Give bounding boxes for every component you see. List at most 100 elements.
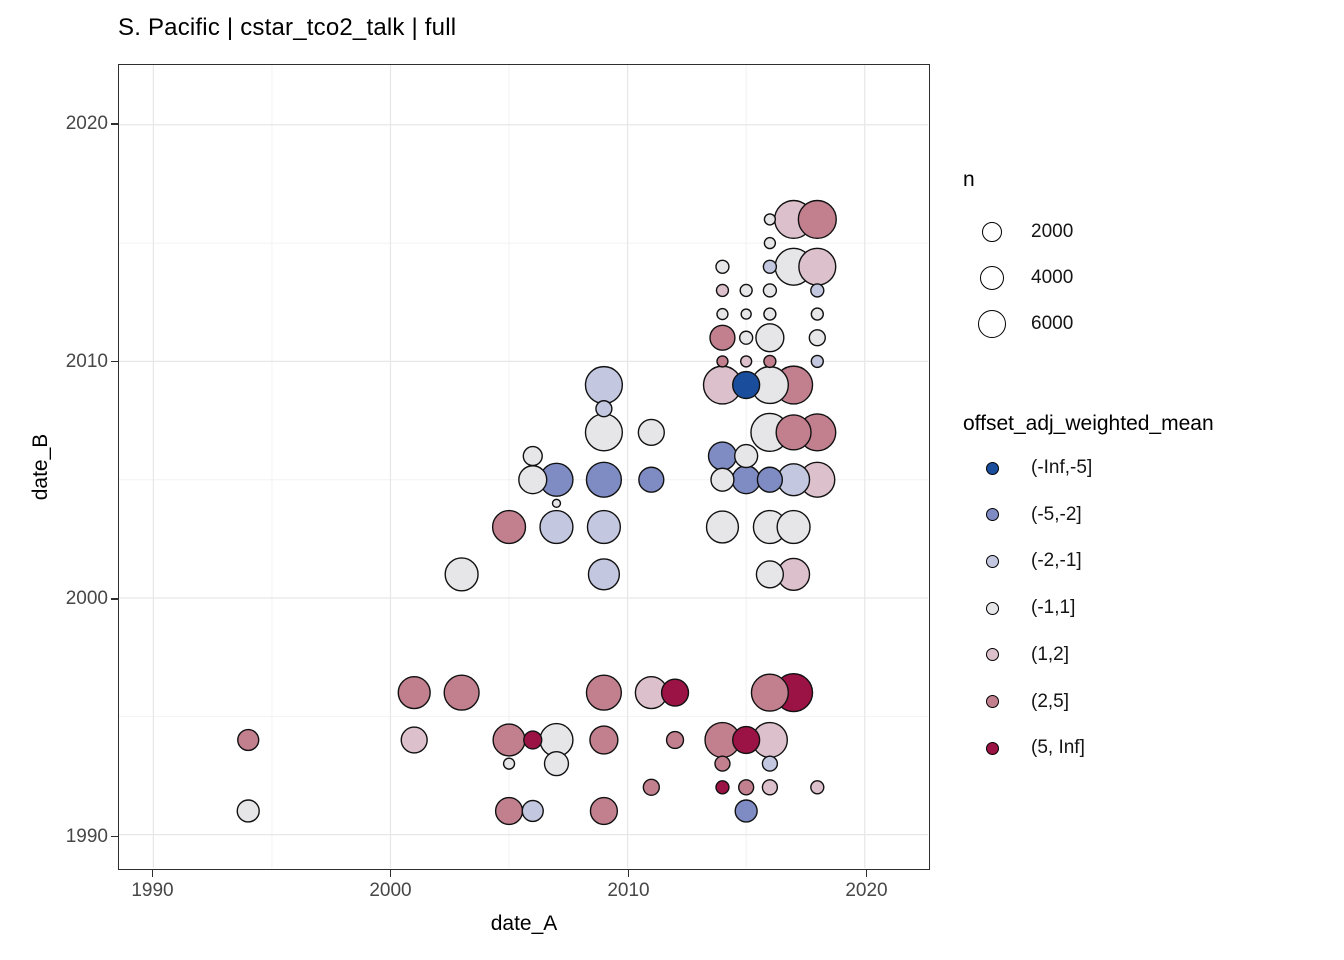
data-point[interactable] (739, 283, 753, 298)
y-tick-mark (111, 360, 118, 363)
data-point[interactable] (798, 247, 837, 286)
data-point[interactable] (551, 498, 562, 509)
data-point[interactable] (761, 755, 779, 772)
data-point[interactable] (755, 560, 785, 589)
data-point[interactable] (776, 509, 811, 545)
data-point[interactable] (734, 799, 758, 823)
data-point[interactable] (797, 199, 837, 240)
plot-panel (118, 64, 930, 870)
data-point[interactable] (522, 445, 543, 467)
data-point[interactable] (715, 780, 730, 795)
data-point[interactable] (763, 307, 777, 321)
data-point[interactable] (761, 779, 779, 796)
data-point[interactable] (589, 725, 619, 755)
data-point[interactable] (715, 259, 730, 274)
color-legend-key (975, 686, 1009, 718)
color-legend-label: (-2,-1] (1031, 550, 1082, 572)
data-point[interactable] (584, 413, 624, 452)
data-point[interactable] (710, 467, 735, 492)
data-point[interactable] (397, 676, 431, 710)
data-point[interactable] (731, 465, 761, 495)
size-legend-key (975, 214, 1009, 250)
data-point[interactable] (236, 799, 260, 823)
data-point[interactable] (443, 674, 480, 711)
data-point[interactable] (714, 755, 731, 772)
data-point[interactable] (739, 355, 753, 368)
data-point[interactable] (732, 370, 761, 400)
color-legend-row: (5, Inf] (975, 732, 1085, 764)
data-point[interactable] (810, 780, 825, 795)
data-point[interactable] (665, 730, 685, 750)
color-legend-key (975, 545, 1009, 577)
data-point[interactable] (523, 730, 543, 750)
data-point[interactable] (732, 725, 761, 755)
data-point[interactable] (709, 324, 736, 351)
data-point[interactable] (810, 283, 825, 298)
data-point[interactable] (543, 750, 570, 777)
color-legend: offset_adj_weighted_mean (963, 412, 1214, 436)
data-point[interactable] (808, 329, 826, 347)
data-point[interactable] (750, 673, 790, 712)
data-point[interactable] (491, 509, 527, 545)
data-point[interactable] (738, 330, 754, 345)
y-tick-label: 1990 (65, 825, 108, 847)
data-point[interactable] (707, 441, 738, 471)
chart-title: S. Pacific | cstar_tco2_talk | full (118, 14, 457, 41)
data-point[interactable] (492, 723, 526, 757)
data-point[interactable] (810, 354, 824, 369)
data-point[interactable] (763, 354, 777, 369)
data-point[interactable] (587, 558, 621, 591)
color-legend-label: (2,5] (1031, 690, 1070, 712)
color-legend-label: (-Inf,-5] (1031, 457, 1093, 478)
data-point[interactable] (734, 443, 759, 469)
data-point[interactable] (585, 461, 623, 498)
size-legend-key (975, 260, 1009, 296)
data-point[interactable] (585, 674, 623, 711)
data-point[interactable] (502, 757, 516, 770)
y-tick-mark (111, 123, 118, 125)
x-tick-label: 2020 (845, 880, 888, 901)
x-tick-mark (865, 870, 868, 877)
data-point[interactable] (756, 466, 784, 493)
data-point[interactable] (705, 510, 740, 544)
data-point[interactable] (584, 365, 624, 405)
x-tick-label: 2000 (369, 880, 412, 901)
data-point[interactable] (444, 557, 479, 592)
data-point[interactable] (595, 400, 613, 418)
data-point[interactable] (589, 796, 619, 826)
data-point[interactable] (763, 213, 777, 226)
color-legend-label: (1,2] (1031, 643, 1070, 665)
data-point[interactable] (638, 466, 665, 493)
x-tick-mark (389, 870, 392, 877)
data-point[interactable] (642, 778, 660, 796)
data-point[interactable] (521, 799, 544, 823)
data-point[interactable] (237, 728, 260, 752)
y-tick-label: 2020 (65, 113, 108, 134)
data-point[interactable] (494, 796, 524, 826)
data-point[interactable] (715, 283, 730, 298)
data-point[interactable] (716, 355, 729, 368)
size-legend-title: n (963, 168, 975, 191)
x-axis-title: date_A (490, 912, 558, 935)
data-point[interactable] (539, 509, 574, 545)
size-legend: n (963, 168, 975, 192)
y-axis-tick-labels: 1990 2000 2010 2020 (0, 64, 108, 870)
data-point[interactable] (737, 779, 755, 796)
data-point[interactable] (518, 465, 548, 495)
color-key-circle (985, 695, 999, 708)
data-point[interactable] (775, 414, 812, 451)
data-point[interactable] (660, 678, 690, 707)
color-legend-row: (2,5] (975, 686, 1069, 718)
data-point[interactable] (763, 236, 777, 250)
data-point[interactable] (755, 323, 785, 353)
data-point[interactable] (810, 307, 824, 321)
data-point[interactable] (740, 308, 752, 320)
data-point[interactable] (762, 283, 778, 298)
data-point[interactable] (637, 418, 665, 447)
data-point[interactable] (762, 259, 778, 274)
size-legend-label: 4000 (1031, 267, 1074, 288)
y-tick-label: 2010 (65, 350, 108, 372)
data-point[interactable] (586, 509, 622, 545)
data-point[interactable] (716, 307, 729, 321)
data-point[interactable] (400, 726, 428, 754)
